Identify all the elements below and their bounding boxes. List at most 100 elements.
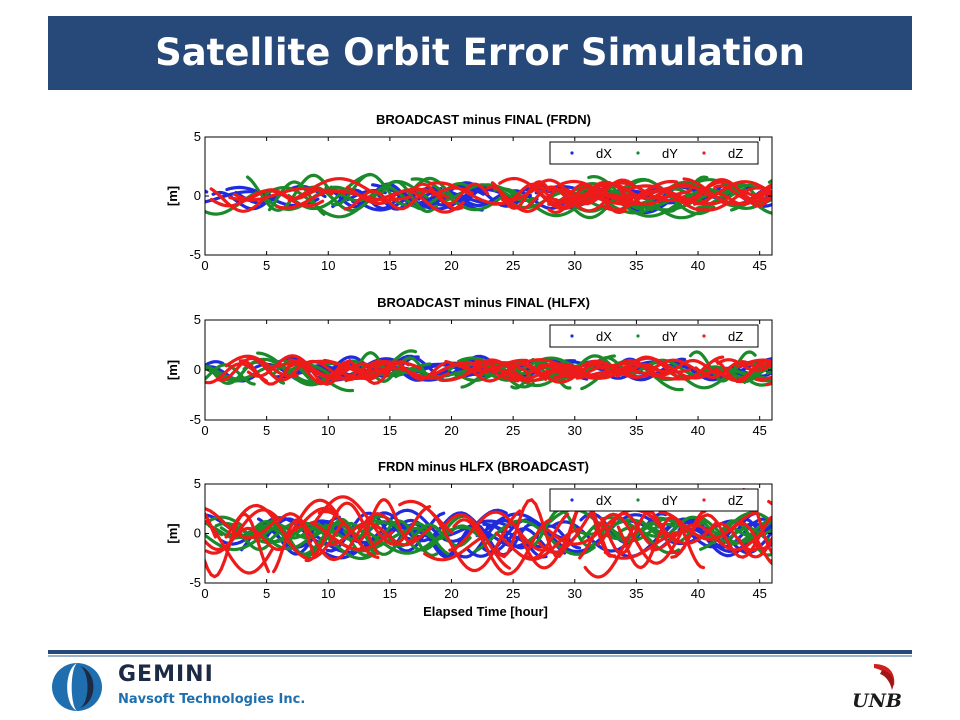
series-dZ-arc [650,358,717,375]
series-dX-arc [764,195,772,201]
series-dZ-arc [763,190,772,200]
series-dY-arc [362,525,478,555]
series-dZ-arc [448,510,551,552]
x-tick-label: 20 [444,586,458,601]
series-dY-arc [373,523,472,548]
legend-marker-dZ [702,334,706,338]
data-layer [205,172,772,220]
series-dZ-arc [693,180,772,206]
data-layer [205,349,772,393]
series-dZ-arc [292,360,410,386]
y-tick-label: 0 [194,188,201,203]
series-dY-arc [380,185,426,211]
series-dZ-arc [750,193,772,208]
series-dZ-arc [715,191,772,207]
series-dZ-arc [381,505,432,546]
series-dZ-arc [287,177,373,203]
x-tick-label: 15 [383,258,397,273]
x-tick-label: 20 [444,258,458,273]
y-axis-label: [m] [165,360,180,380]
unb-logo-text: UNB [852,690,902,712]
series-dZ-arc [431,361,520,383]
series-dY-arc [767,178,772,184]
series-dZ-arc [754,375,772,382]
series-dZ-arc [370,187,450,204]
x-tick-label: 25 [506,258,520,273]
series-dZ-arc [529,178,634,206]
series-dX-arc [323,529,384,560]
y-tick-label: 5 [194,476,201,491]
series-dZ-arc [494,497,617,559]
series-dZ-arc [312,495,388,543]
series-dZ-arc [376,360,422,370]
legend: dX dY dZ [549,488,759,512]
x-tick-label: 35 [629,258,643,273]
y-tick-label: -5 [189,247,201,262]
series-dZ-arc [205,526,287,552]
legend-marker-dZ [702,151,706,155]
legend: dX dY dZ [549,141,759,165]
series-dZ-arc [357,498,418,544]
y-axis-label: [m] [165,523,180,543]
series-dX-arc [205,190,272,204]
legend-label-dY: dY [662,329,678,344]
series-dZ-arc [706,522,763,552]
gemini-logo-icon [52,663,102,711]
series-dY-arc [754,202,772,215]
series-dZ-arc [547,191,642,207]
series-dZ-arc [600,182,711,200]
series-dZ-arc [209,187,267,213]
legend-marker-dY [636,334,640,338]
series-dZ-arc [765,381,772,387]
x-tick-label: 40 [691,586,705,601]
series-dY-arc [765,369,772,375]
x-tick-label: 30 [568,258,582,273]
series-dY-arc [342,519,439,558]
series-dZ-arc [428,181,544,206]
series-dZ-arc [591,356,718,380]
series-dZ-arc [736,358,772,369]
legend-label-dY: dY [662,146,678,161]
y-tick-label: 5 [194,129,201,144]
series-dZ-arc [430,509,522,573]
series-dZ-arc [274,189,347,210]
series-dZ-arc [768,559,772,563]
series-dX-arc [766,543,772,547]
series-dZ-arc [205,507,279,540]
x-tick-label: 40 [691,423,705,438]
series-dZ-arc [485,185,566,211]
x-tick-label: 0 [201,586,208,601]
x-tick-label: 45 [752,258,766,273]
legend-label-dZ: dZ [728,493,743,508]
series-dZ-arc [748,359,772,374]
series-dZ-arc [272,518,316,574]
x-axis-label: Elapsed Time [hour] [423,604,548,619]
x-tick-label: 45 [752,423,766,438]
legend: dX dY dZ [549,324,759,348]
series-dZ-arc [599,509,707,556]
series-dZ-arc [303,359,394,373]
series-dZ-arc [490,180,548,210]
legend-box [549,141,759,165]
x-tick-label: 0 [201,258,208,273]
y-axis-label: [m] [165,186,180,206]
x-tick-label: 10 [321,258,335,273]
chart-title: FRDN minus HLFX (BROADCAST) [378,459,589,474]
series-dY-arc [733,527,772,538]
x-tick-label: 15 [383,586,397,601]
series-dZ-arc [412,182,490,206]
x-tick-label: 45 [752,586,766,601]
legend-marker-dY [636,498,640,502]
series-dZ-arc [224,503,345,561]
series-dZ-arc [224,354,299,378]
chart-title: BROADCAST minus FINAL (FRDN) [376,112,591,127]
series-dZ-arc [650,523,760,552]
footer-divider-light [48,655,912,657]
series-dZ-arc [309,521,394,552]
x-tick-label: 35 [629,423,643,438]
series-dZ-arc [514,187,584,214]
series-dY-arc [205,363,256,386]
x-tick-label: 25 [506,423,520,438]
slide-title: Satellite Orbit Error Simulation [155,31,805,74]
